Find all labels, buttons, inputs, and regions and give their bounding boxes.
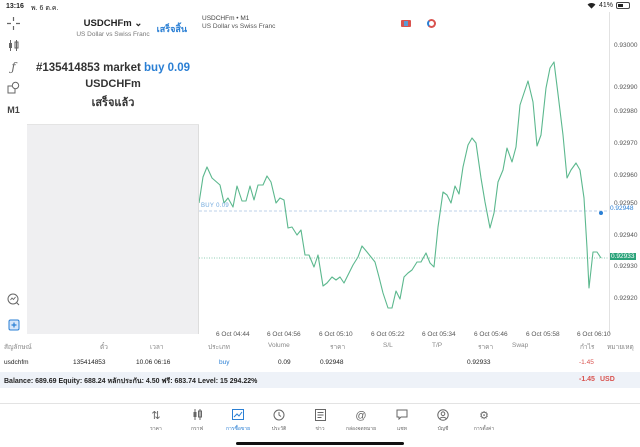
currency: USD [600, 376, 615, 383]
buy-price-tag: 0.92948 [610, 205, 634, 212]
tab-settings[interactable]: ⚙ การตั้งค่า [464, 409, 504, 433]
timeframe-button[interactable]: M1 [7, 104, 20, 115]
buy-line-label: BUY 0.09 [201, 203, 229, 209]
done-button[interactable]: เสร็จสิ้น [156, 24, 187, 34]
cell-symbol: usdchfm [4, 359, 29, 366]
chart-symbol-timeframe: USDCHFm • M1 [202, 15, 250, 22]
wifi-icon [587, 3, 596, 9]
cell-ticket: 135414853 [73, 359, 106, 366]
column-header: หมายเหตุ [607, 344, 634, 351]
account-user-icon [423, 409, 463, 423]
tab-mailbox[interactable]: @ กล่องจดหมาย [341, 409, 381, 433]
news-icon [300, 409, 340, 423]
tab-account[interactable]: บัญชี [423, 409, 463, 433]
bottom-tab-bar: ⇅ ราคา กราฟ การซื้อขาย ประวัติ ข่าว @ กล… [0, 403, 640, 447]
y-tick: 0.92980 [614, 108, 638, 115]
y-tick: 0.92990 [614, 84, 638, 91]
arrows-updown-icon: ⇅ [151, 410, 161, 422]
x-tick: 6 Oct 05:22 [371, 331, 405, 338]
cell-profit: -1.45 [579, 359, 594, 366]
y-tick: 0.92940 [614, 232, 638, 239]
tab-chat[interactable]: แชท [382, 409, 422, 433]
column-header: ราคา [330, 344, 346, 351]
y-tick: 0.92920 [614, 295, 638, 302]
x-tick: 6 Oct 05:34 [422, 331, 456, 338]
depth-of-market-icon[interactable] [427, 19, 436, 28]
column-header: S/L [383, 342, 393, 349]
order-result-card: USDCHFm ⌄ US Dollar vs Swiss Franc เสร็จ… [27, 12, 199, 125]
objects-icon[interactable] [6, 80, 21, 95]
history-clock-icon [259, 409, 299, 423]
cell-volume: 0.09 [278, 359, 291, 366]
left-toolbar: ƒ M1 [0, 12, 27, 342]
current-price-tag: 0.92933 [610, 253, 636, 260]
order-symbol-text: USDCHFm [85, 78, 141, 90]
trade-chart-icon [218, 409, 258, 423]
x-tick: 6 Oct 04:56 [267, 331, 301, 338]
total-profit: -1.45 [579, 376, 595, 383]
order-ticket-text: #135414853 market [35, 62, 145, 74]
mail-at-icon: @ [355, 410, 367, 422]
gear-icon: ⚙ [479, 410, 489, 422]
y-tick: 0.92970 [614, 140, 638, 147]
y-axis [609, 12, 610, 334]
x-tick: 6 Oct 06:10 [577, 331, 611, 338]
candlestick-icon[interactable] [6, 38, 21, 53]
order-result-line: #135414853 market buy 0.09 [27, 62, 199, 74]
symbol-selector[interactable]: USDCHFm ⌄ [83, 18, 143, 29]
tab-chart[interactable]: กราฟ [177, 409, 217, 433]
chart-search-icon[interactable] [6, 292, 21, 307]
status-bar: 13:16 พ. 6 ต.ค. 41% [0, 0, 640, 12]
x-tick: 6 Oct 04:44 [216, 331, 250, 338]
column-header: กำไร [580, 344, 595, 351]
account-summary: Balance: 689.69 Equity: 688.24 หลักประกั… [4, 378, 258, 385]
status-time: 13:16 [6, 3, 24, 10]
order-panel: USDCHFm ⌄ US Dollar vs Swiss Franc เสร็จ… [27, 12, 199, 334]
price-line-plot [199, 61, 609, 309]
cell-open-price: 0.92948 [320, 359, 344, 366]
status-right: 41% [587, 2, 630, 9]
battery-icon [616, 2, 630, 9]
candlestick-icon [177, 409, 217, 423]
cell-time: 10.06 06:16 [136, 359, 171, 366]
column-header: สัญลักษณ์ [4, 344, 32, 351]
cell-type: buy [219, 359, 230, 366]
new-order-icon[interactable] [6, 317, 21, 332]
x-tick: 6 Oct 05:58 [526, 331, 560, 338]
tab-history[interactable]: ประวัติ [259, 409, 299, 433]
status-date: พ. 6 ต.ค. [31, 5, 59, 12]
column-header: T/P [432, 342, 443, 349]
home-indicator [236, 442, 404, 445]
price-chart[interactable]: USDCHFm • M1 US Dollar vs Swiss Franc BU… [199, 12, 640, 338]
y-tick: 0.92930 [614, 263, 638, 270]
y-tick: 0.92950 [614, 200, 638, 207]
x-tick: 6 Oct 05:10 [319, 331, 353, 338]
account-summary-bar: Balance: 689.69 Equity: 688.24 หลักประกั… [0, 372, 640, 388]
chart-description: US Dollar vs Swiss Franc [202, 23, 276, 30]
column-header: ประเภท [208, 344, 230, 351]
cell-price: 0.92933 [467, 359, 491, 366]
column-header: Volume [268, 342, 290, 349]
column-header: Swap [512, 342, 529, 349]
tab-news[interactable]: ข่าว [300, 409, 340, 433]
column-header: ตั๋ว [100, 344, 108, 351]
crosshair-icon[interactable] [6, 16, 21, 31]
indicator-icon[interactable]: ƒ [11, 59, 16, 74]
tab-trade[interactable]: การซื้อขาย [218, 409, 258, 433]
y-tick: 0.93000 [614, 42, 638, 49]
tab-quotes[interactable]: ⇅ ราคา [136, 409, 176, 433]
column-header: ราคา [478, 344, 494, 351]
order-status-text: เสร็จแล้ว [91, 97, 135, 109]
one-click-trading-icon[interactable] [401, 20, 411, 27]
y-tick: 0.92960 [614, 172, 638, 179]
column-header: เวลา [150, 344, 164, 351]
battery-percent: 41% [598, 2, 613, 9]
order-type-text: buy 0.09 [144, 62, 191, 74]
symbol-description: US Dollar vs Swiss Franc [76, 31, 150, 38]
x-tick: 6 Oct 05:46 [474, 331, 508, 338]
chat-bubble-icon [382, 409, 422, 423]
